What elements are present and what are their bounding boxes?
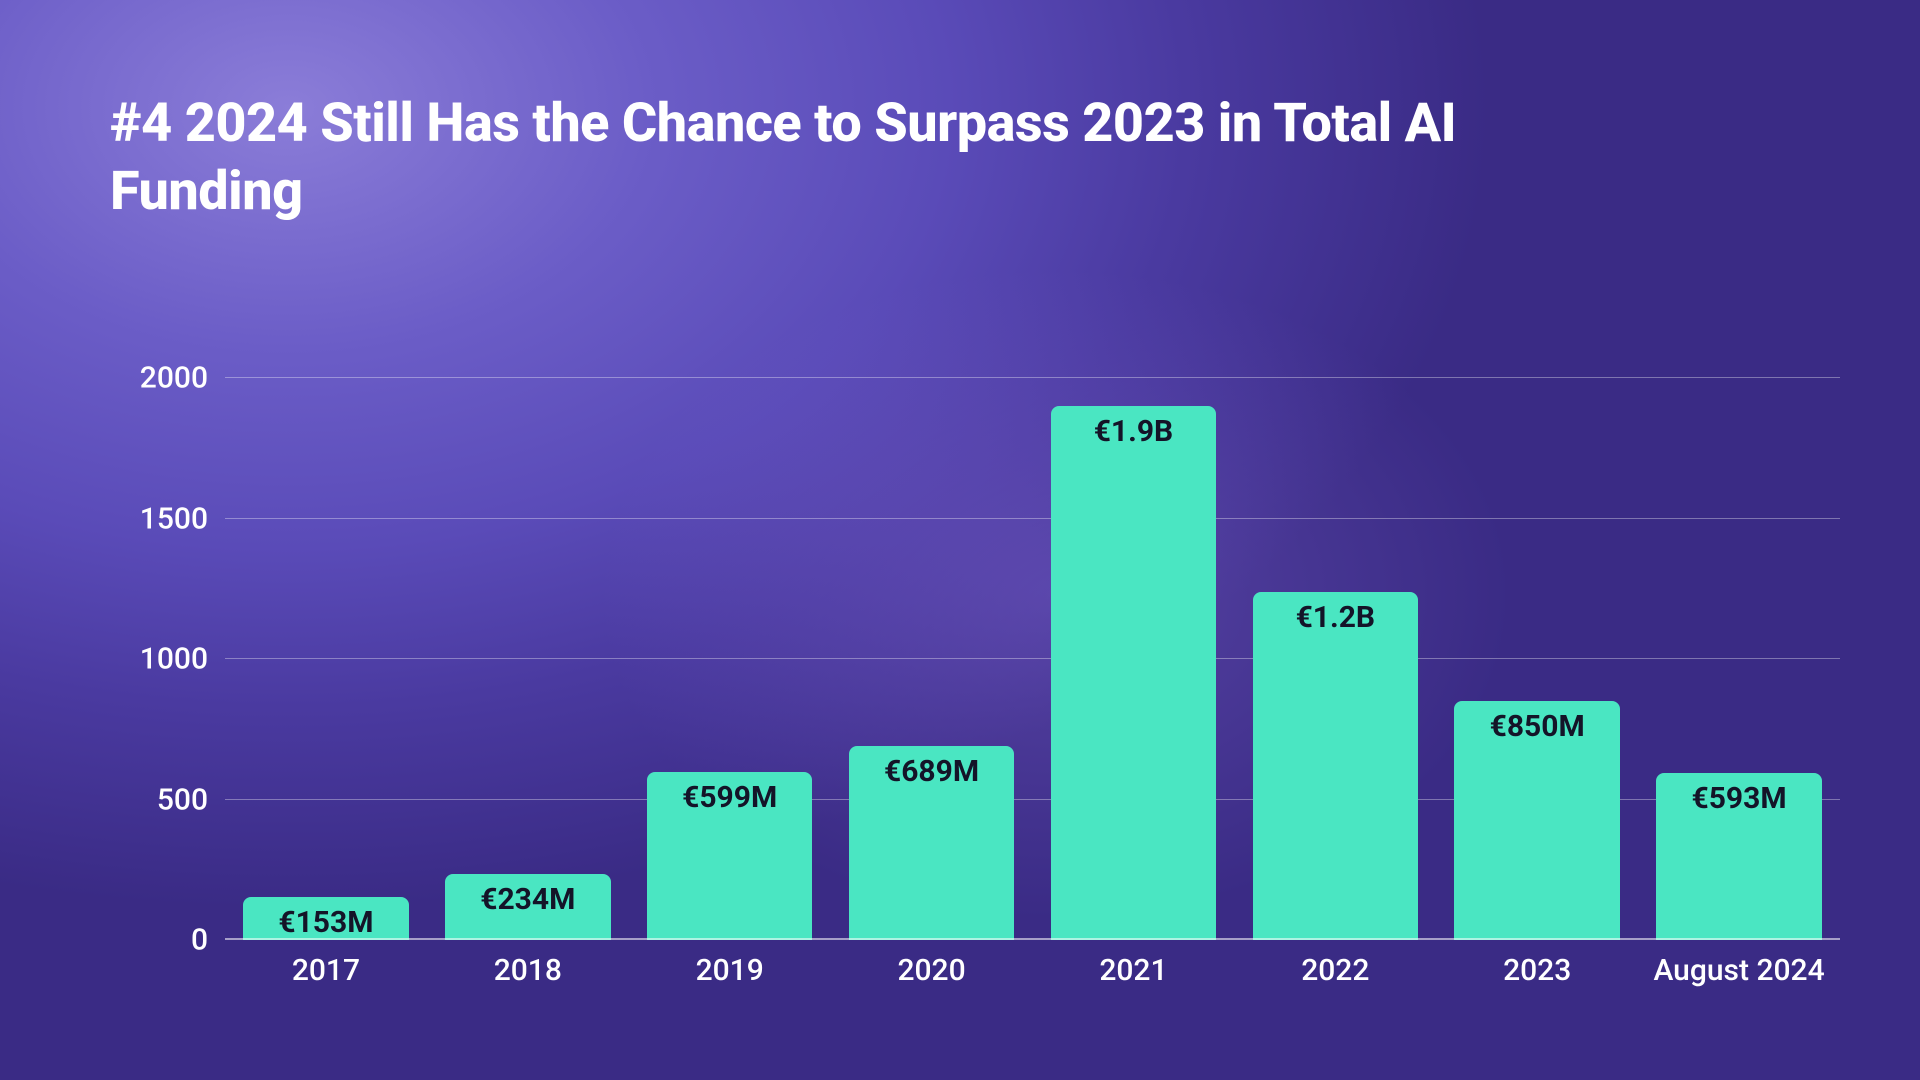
x-tick-label: 2021 (1033, 945, 1235, 1000)
bar: €1.2B (1253, 592, 1419, 940)
bar-value-label: €850M (1490, 709, 1585, 744)
bar: €850M (1454, 701, 1620, 940)
y-axis: 0500100015002000 (110, 350, 220, 940)
chart-area: 0 500 1000 1500 2000 €153M €234M €599M €689M €1.… (110, 350, 1840, 1000)
bar-value-label: €234M (480, 882, 575, 917)
bar: €153M (243, 897, 409, 940)
bar-slot: €689M (831, 350, 1033, 940)
bar-slot: €1.9B (1033, 350, 1235, 940)
bar-value-label: €1.9B (1094, 414, 1173, 449)
bar-slot: €1.2B (1234, 350, 1436, 940)
bars-group: €153M €234M €599M €689M €1.9B €1.2B €850M €593M (225, 350, 1840, 940)
y-tick-label: 0 (191, 923, 208, 958)
plot-area: €153M €234M €599M €689M €1.9B €1.2B €850M €593M (225, 350, 1840, 940)
x-tick-label: 2023 (1436, 945, 1638, 1000)
x-axis-labels: 2017201820192020202120222023August 2024 (225, 945, 1840, 1000)
bar: €1.9B (1051, 406, 1217, 940)
bar-slot: €153M (225, 350, 427, 940)
bar-slot: €599M (629, 350, 831, 940)
bar-slot: €234M (427, 350, 629, 940)
x-tick-label: 2020 (831, 945, 1033, 1000)
chart-title: #4 2024 Still Has the Chance to Surpass … (110, 90, 1610, 225)
bar-slot: €850M (1436, 350, 1638, 940)
y-tick-label: 1000 (140, 642, 208, 677)
x-axis-line (225, 938, 1840, 940)
bar-slot: €593M (1638, 350, 1840, 940)
bar: €593M (1656, 773, 1822, 940)
y-tick-label: 500 (157, 782, 208, 817)
x-tick-label: 2022 (1234, 945, 1436, 1000)
bar: €689M (849, 746, 1015, 940)
bar: €234M (445, 874, 611, 940)
bar: €599M (647, 772, 813, 940)
bar-value-label: €1.2B (1296, 600, 1375, 635)
bar-value-label: €593M (1692, 781, 1787, 816)
chart-container: #4 2024 Still Has the Chance to Surpass … (0, 0, 1920, 1080)
x-tick-label: 2019 (629, 945, 831, 1000)
x-tick-label: August 2024 (1638, 945, 1840, 1000)
y-tick-label: 1500 (140, 501, 208, 536)
x-tick-label: 2017 (225, 945, 427, 1000)
bar-value-label: €689M (884, 754, 979, 789)
bar-value-label: €153M (278, 905, 373, 940)
x-tick-label: 2018 (427, 945, 629, 1000)
y-tick-label: 2000 (140, 361, 208, 396)
bar-value-label: €599M (682, 780, 777, 815)
